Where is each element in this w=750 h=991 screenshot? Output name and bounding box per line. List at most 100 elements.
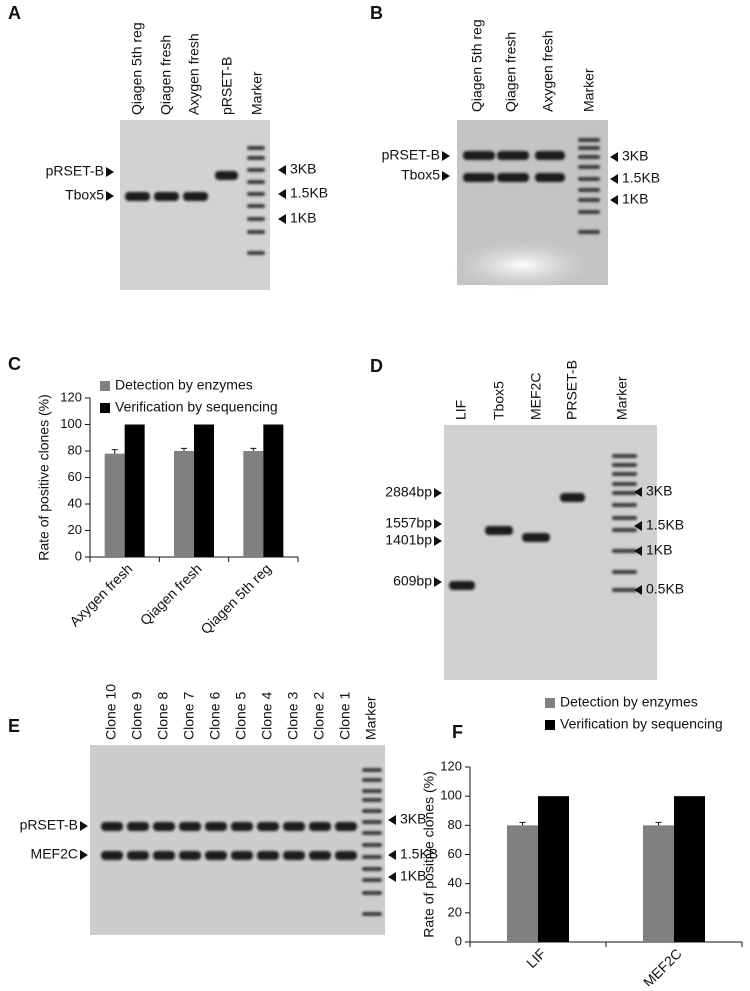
band-label: 2884bp xyxy=(385,484,432,500)
marker-band xyxy=(247,217,265,221)
bar xyxy=(243,451,264,557)
x-tick-label: LIF xyxy=(523,945,549,971)
marker-band xyxy=(578,155,600,159)
band-label: Tbox5 xyxy=(401,167,440,183)
x-tick-label: Qiagen fresh xyxy=(137,560,205,628)
legend-label: Detection by enzymes xyxy=(560,694,698,710)
arrow xyxy=(610,152,618,162)
size-label: 1KB xyxy=(400,868,426,884)
marker-band xyxy=(578,188,600,192)
bar xyxy=(674,796,705,942)
marker-band xyxy=(578,146,600,150)
marker-band xyxy=(612,516,637,520)
x-tick-label: Axygen fresh xyxy=(66,560,135,629)
dna-band xyxy=(215,171,238,180)
marker-band xyxy=(612,463,637,467)
y-axis-label: Rate of positive clones (%) xyxy=(421,771,437,938)
lane-label: Axygen fresh xyxy=(540,30,556,112)
lane-label: LIF xyxy=(453,400,469,420)
dna-band xyxy=(497,173,529,182)
y-tick-label: 60 xyxy=(68,469,82,484)
marker-band xyxy=(612,503,637,507)
dna-band xyxy=(153,822,175,831)
marker-band xyxy=(247,251,265,255)
dna-band xyxy=(335,822,357,831)
arrow xyxy=(388,815,396,825)
lane-label: Qiagen fresh xyxy=(158,35,174,115)
band-label: 609bp xyxy=(393,573,432,589)
marker-band xyxy=(612,549,637,553)
lane-label: Marker xyxy=(363,696,379,740)
marker-band xyxy=(612,570,637,574)
dna-band xyxy=(449,581,475,590)
marker-band xyxy=(247,180,265,184)
dna-band xyxy=(522,533,550,542)
dna-band xyxy=(183,192,208,201)
lane-label: Marker xyxy=(581,68,597,112)
error-bar xyxy=(519,821,526,826)
lane-label: Tbox5 xyxy=(491,381,507,420)
arrow xyxy=(434,577,442,587)
marker-band xyxy=(578,165,600,169)
marker-band xyxy=(362,831,382,835)
y-tick-label: 120 xyxy=(440,758,462,773)
marker-band xyxy=(612,588,637,592)
legend-label: Verification by sequencing xyxy=(560,716,723,732)
y-tick-label: 100 xyxy=(440,788,462,803)
arrow xyxy=(442,151,450,161)
gel-image xyxy=(120,120,270,290)
dna-band xyxy=(257,822,279,831)
arrow xyxy=(634,521,642,531)
y-tick-label: 20 xyxy=(68,522,82,537)
marker-band xyxy=(612,491,637,495)
x-tick-label: MEF2C xyxy=(640,945,685,986)
arrow xyxy=(634,585,642,595)
lane-label: Qiagen 5th reg xyxy=(129,22,145,115)
lane-label: Clone 7 xyxy=(181,692,197,740)
lane-label: Clone 6 xyxy=(207,692,223,740)
marker-band xyxy=(612,472,637,476)
dna-band xyxy=(231,851,253,860)
panel-label: F xyxy=(452,722,463,742)
marker-band xyxy=(247,168,265,172)
size-label: 1.5KB xyxy=(622,170,660,186)
lane-label: PRSET-B xyxy=(564,360,580,420)
marker-band xyxy=(362,798,382,802)
size-label: 1.5KB xyxy=(400,846,438,862)
arrow xyxy=(80,821,88,831)
dna-band xyxy=(127,851,149,860)
dna-band xyxy=(101,822,123,831)
lane-label: Qiagen 5th reg xyxy=(469,19,485,112)
lane-label: pRSET-B xyxy=(219,57,235,115)
dna-band xyxy=(154,192,179,201)
marker-band xyxy=(362,855,382,859)
arrow xyxy=(278,189,286,199)
size-label: 1KB xyxy=(646,542,672,558)
size-label: 1KB xyxy=(622,191,648,207)
bar xyxy=(174,451,194,557)
gel-glow xyxy=(452,240,593,290)
dna-band xyxy=(485,526,513,535)
marker-band xyxy=(362,768,382,772)
size-label: 1KB xyxy=(290,210,316,226)
lane-label: MEF2C xyxy=(528,373,544,420)
lane-label: Clone 10 xyxy=(103,684,119,740)
marker-band xyxy=(362,820,382,824)
size-label: 3KB xyxy=(622,148,648,164)
bar xyxy=(104,453,125,557)
band-label: 1557bp xyxy=(385,515,432,531)
marker-band xyxy=(362,843,382,847)
size-label: 1.5KB xyxy=(646,517,684,533)
arrow xyxy=(80,850,88,860)
marker-band xyxy=(578,210,600,214)
lane-label: Clone 1 xyxy=(337,692,353,740)
dna-band xyxy=(463,173,495,182)
bar xyxy=(124,424,145,557)
arrow xyxy=(388,850,396,860)
y-tick-label: 0 xyxy=(455,933,462,948)
lane-label: Marker xyxy=(614,376,630,420)
marker-band xyxy=(362,867,382,871)
band-label: 1401bp xyxy=(385,532,432,548)
legend-swatch xyxy=(545,720,555,730)
y-tick-label: 20 xyxy=(448,904,462,919)
